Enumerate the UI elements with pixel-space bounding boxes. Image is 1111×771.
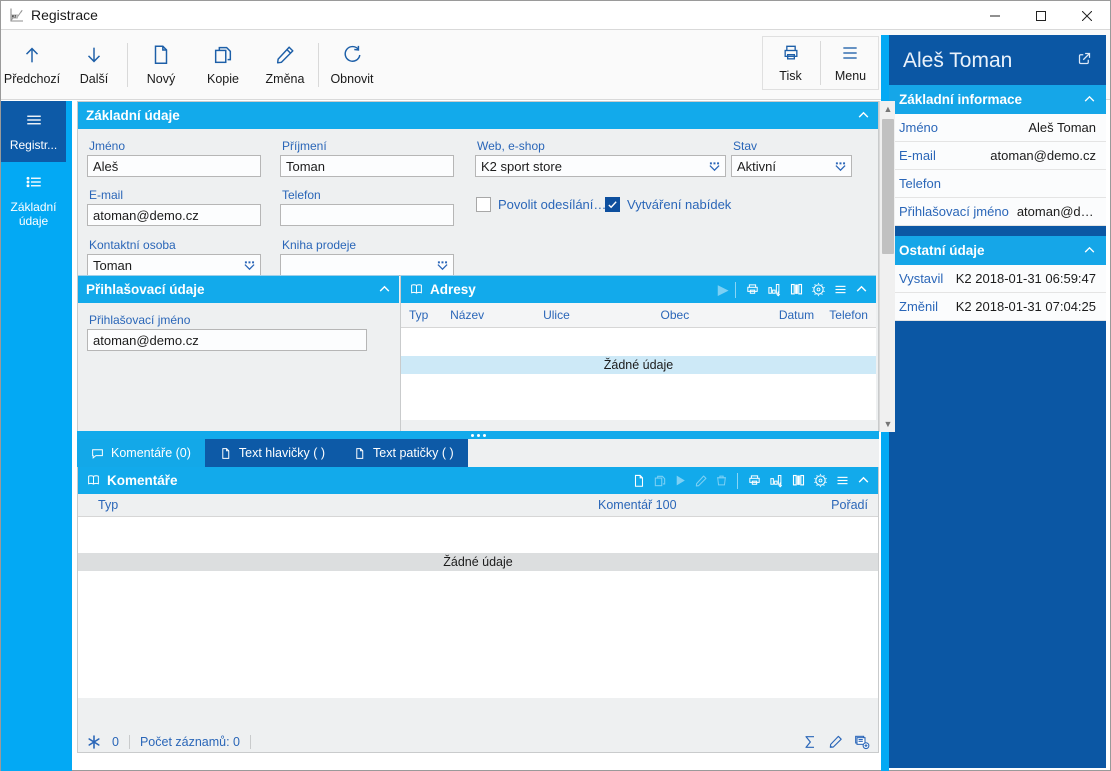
svg-text:K2: K2: [12, 15, 16, 19]
